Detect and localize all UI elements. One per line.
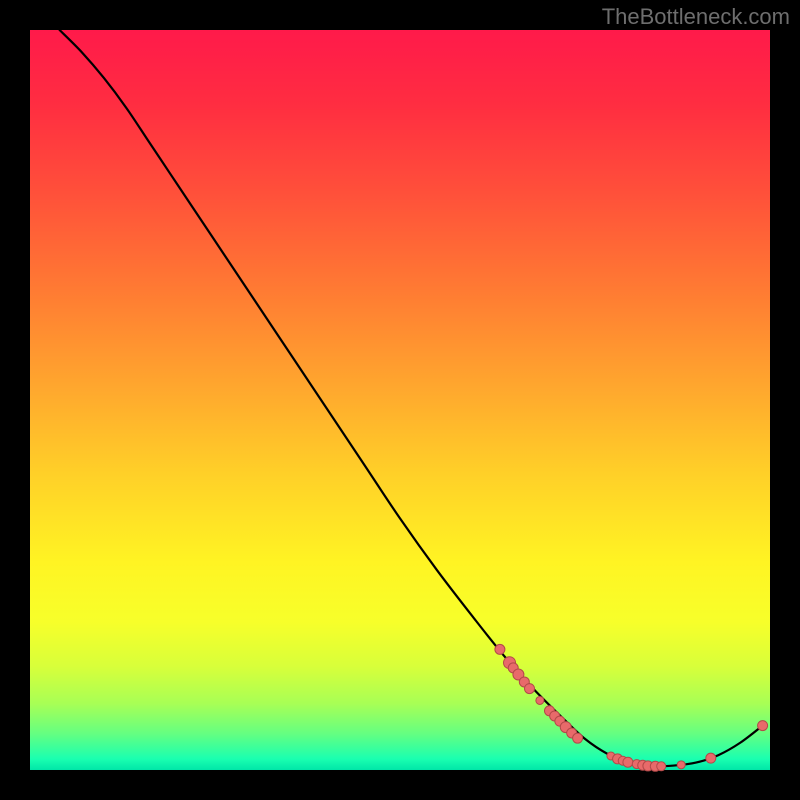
data-marker bbox=[657, 762, 666, 771]
chart-stage: TheBottleneck.com bbox=[0, 0, 800, 800]
data-marker bbox=[525, 684, 535, 694]
data-marker bbox=[758, 721, 768, 731]
data-marker bbox=[573, 733, 583, 743]
chart-svg bbox=[0, 0, 800, 800]
data-marker bbox=[536, 696, 544, 704]
plot-background bbox=[30, 30, 770, 770]
data-marker bbox=[677, 761, 685, 769]
data-marker bbox=[495, 644, 505, 654]
watermark-text: TheBottleneck.com bbox=[602, 4, 790, 30]
data-marker bbox=[706, 753, 716, 763]
data-marker bbox=[623, 757, 633, 767]
